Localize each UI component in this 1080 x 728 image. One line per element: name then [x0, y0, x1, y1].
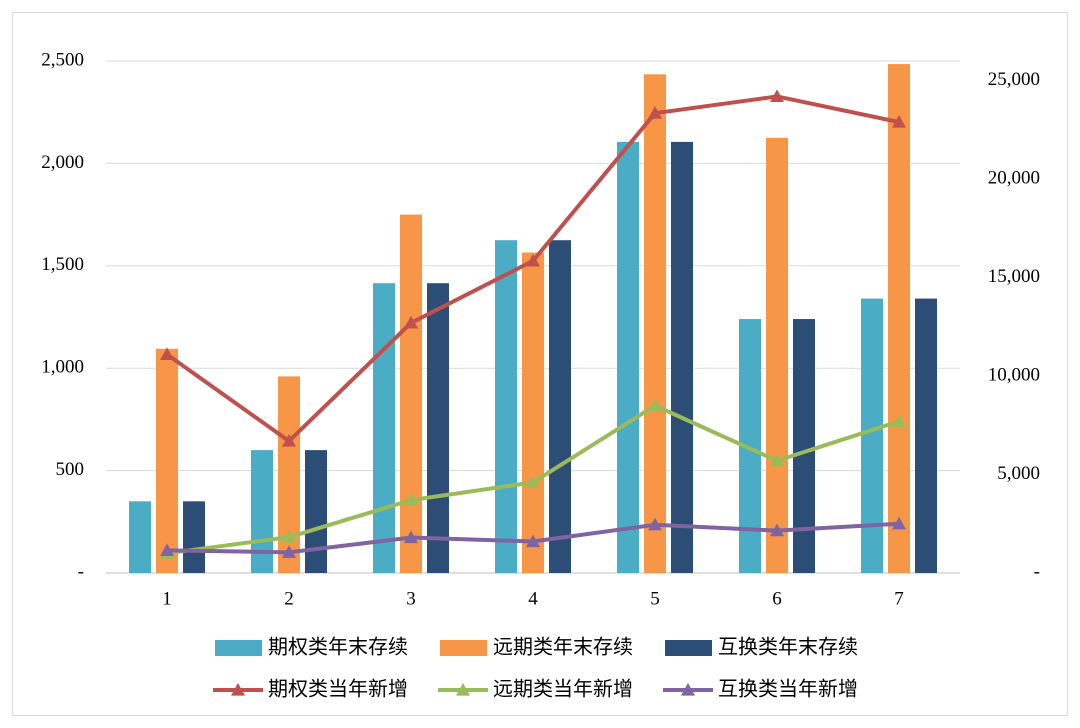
marker [892, 414, 906, 427]
bar [251, 450, 273, 573]
y-tick-label: - [78, 561, 84, 582]
legend-label: 互换类年末存续 [718, 635, 858, 659]
marker [160, 347, 174, 361]
bar [644, 74, 666, 573]
marker [404, 315, 418, 329]
x-tick-label: 1 [162, 588, 172, 609]
legend-swatch [665, 640, 712, 656]
bar [888, 64, 910, 574]
bar [915, 298, 937, 573]
bar [671, 141, 693, 573]
marker [160, 543, 174, 556]
bar [129, 501, 151, 573]
marker [526, 253, 540, 267]
marker [526, 475, 540, 489]
marker [282, 545, 296, 558]
legend-label: 期权类年末存续 [268, 635, 408, 659]
marker [282, 434, 296, 447]
y-tick-label: 2,000 [41, 152, 84, 173]
marker [648, 517, 662, 531]
bar [549, 240, 571, 573]
x-tick-label: 6 [772, 588, 782, 609]
marker [526, 534, 540, 548]
bar [522, 252, 544, 573]
y2-tick-label: 20,000 [988, 168, 1040, 189]
bar [278, 376, 300, 573]
x-tick-label: 4 [528, 588, 538, 609]
bar [861, 298, 883, 573]
x-tick-label: 5 [650, 588, 660, 609]
marker [770, 523, 784, 537]
legend-label: 远期类当年新增 [493, 677, 633, 701]
y-tick-label: 1,500 [41, 254, 84, 275]
marker [404, 493, 418, 506]
y2-tick-label: 5,000 [997, 463, 1040, 484]
x-tick-label: 2 [284, 588, 294, 609]
bar [373, 283, 395, 573]
legend-swatch [440, 640, 487, 656]
y-tick-label: 1,000 [41, 357, 84, 378]
bar [427, 283, 449, 573]
bar [739, 319, 761, 573]
y2-tick-label: 15,000 [988, 266, 1040, 287]
legend-marker [681, 683, 695, 696]
marker [282, 530, 296, 543]
bar [766, 137, 788, 574]
legend-label: 互换类当年新增 [718, 677, 858, 701]
marker [770, 89, 784, 103]
legend-marker [456, 683, 470, 696]
legend-marker [231, 683, 245, 696]
bar [495, 240, 517, 573]
y-tick-label: 2,500 [41, 49, 84, 70]
bar [305, 450, 327, 573]
bar [617, 141, 639, 573]
marker [892, 115, 906, 128]
bar [793, 319, 815, 573]
marker [648, 106, 662, 119]
bar [156, 348, 178, 573]
marker [770, 453, 784, 467]
x-tick-label: 3 [406, 588, 416, 609]
legend-label: 远期类年末存续 [493, 635, 633, 659]
marker [892, 516, 906, 530]
y-tick-label: 500 [56, 459, 85, 480]
y2-tick-label: - [1034, 561, 1040, 582]
bar [400, 214, 422, 573]
marker [648, 398, 662, 412]
marker [404, 530, 418, 544]
legend-swatch [215, 640, 262, 656]
y2-tick-label: 10,000 [988, 364, 1040, 385]
bar [183, 501, 205, 573]
x-tick-label: 7 [894, 588, 904, 609]
legend-label: 期权类当年新增 [268, 677, 408, 701]
y2-tick-label: 25,000 [988, 69, 1040, 90]
